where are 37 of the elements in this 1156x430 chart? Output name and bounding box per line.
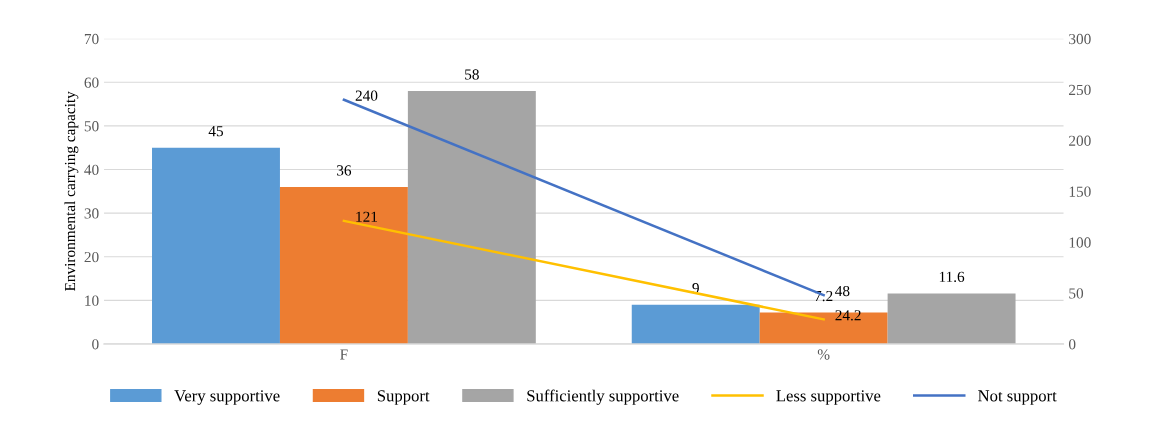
- y-tick-label: 0: [92, 339, 99, 350]
- x-tick-label: %: [817, 349, 830, 360]
- legend-label: Less supportive: [776, 390, 881, 405]
- legend-label: Support: [377, 390, 430, 405]
- bar: [631, 304, 760, 344]
- y2-tick-label: 200: [1069, 135, 1091, 146]
- bar: [152, 147, 280, 344]
- data-label: 11.6: [939, 271, 965, 283]
- data-label: 240: [355, 90, 378, 101]
- bar: [759, 312, 888, 344]
- y-tick-label: 60: [84, 77, 99, 88]
- bar: [407, 91, 536, 344]
- y2-tick-label: 250: [1069, 84, 1091, 96]
- data-label: 36: [337, 165, 352, 176]
- y2-tick-label: 300: [1069, 33, 1091, 45]
- y-tick-label: 70: [84, 33, 99, 45]
- legend-label: Very supportive: [174, 390, 280, 405]
- data-label: 48: [835, 285, 850, 297]
- data-label: 45: [208, 126, 224, 137]
- bar: [279, 186, 408, 344]
- y-tick-label: 20: [84, 251, 99, 263]
- data-label: 58: [465, 69, 479, 80]
- y-tick-label: 40: [84, 164, 99, 175]
- y-tick-label: 30: [84, 208, 99, 219]
- y2-tick-label: 150: [1069, 186, 1091, 197]
- x-tick-label: F: [340, 349, 348, 360]
- bar: [887, 293, 1016, 344]
- data-label: 121: [356, 211, 378, 222]
- legend-label: Not support: [978, 390, 1057, 405]
- y2-tick-label: 100: [1069, 237, 1091, 248]
- y-tick-label: 50: [84, 121, 99, 132]
- y-axis-title: Environmental carrying capacity: [64, 91, 79, 292]
- y2-tick-label: 50: [1069, 288, 1084, 299]
- y-tick-label: 10: [85, 295, 99, 306]
- y2-tick-label: 0: [1068, 339, 1076, 350]
- legend-label: Sufficiently supportive: [527, 389, 679, 405]
- data-label: 24.2: [835, 310, 861, 321]
